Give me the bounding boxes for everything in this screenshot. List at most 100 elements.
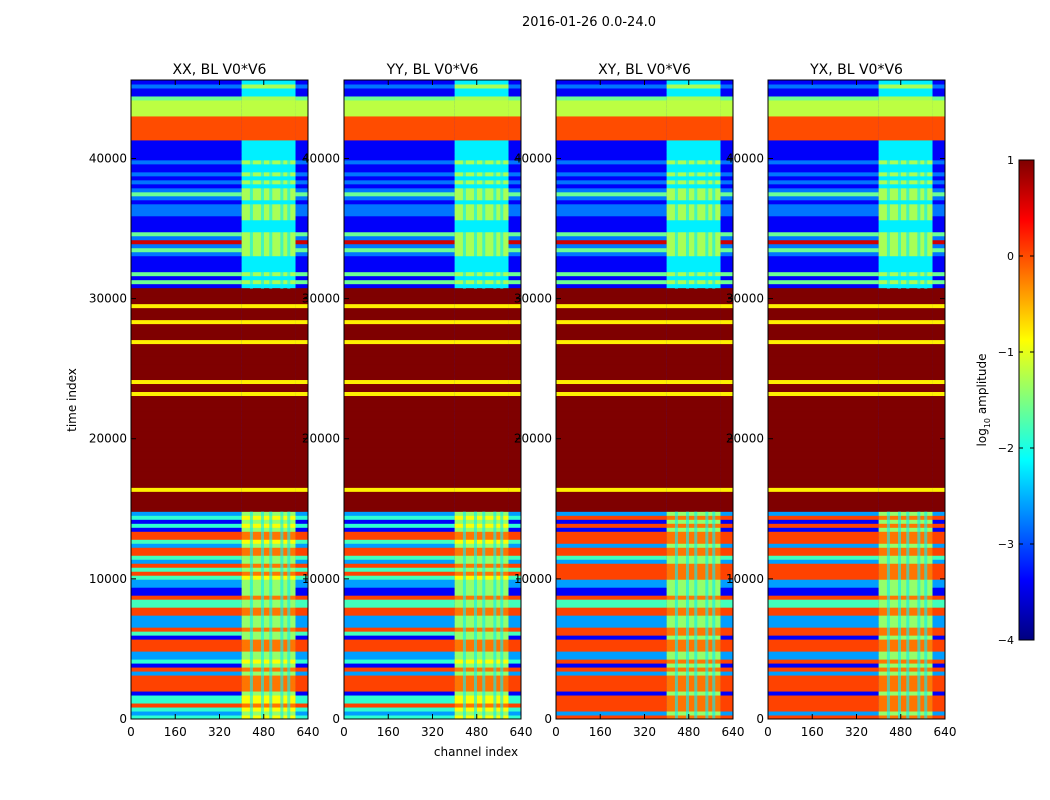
heatmap-row-edge (295, 675, 308, 680)
heatmap-row-band (241, 215, 296, 221)
heatmap-row (344, 367, 455, 373)
heatmap-row-band (241, 199, 296, 205)
heatmap-row-band (666, 591, 721, 596)
heatmap-image (556, 80, 733, 719)
heatmap-row (556, 631, 667, 636)
heatmap-row-band (454, 555, 509, 560)
y-tick-label: 40000 (302, 151, 340, 165)
heatmap-row-band (666, 507, 721, 512)
heatmap-row-edge (295, 635, 308, 640)
heatmap-row (556, 399, 667, 404)
heatmap-row-edge (720, 423, 733, 428)
heatmap-row (768, 143, 879, 149)
heatmap-row (768, 691, 879, 696)
heatmap-row-band (666, 303, 721, 309)
heatmap-row-band (241, 343, 296, 349)
heatmap-row-band (241, 91, 296, 97)
heatmap-row-band (878, 587, 933, 592)
heatmap-row (131, 543, 242, 548)
heatmap-row-band (878, 387, 933, 393)
heatmap-row-band (666, 499, 721, 504)
heatmap-row (131, 439, 242, 444)
channel-stripe (917, 141, 921, 289)
heatmap-row-edge (295, 147, 308, 153)
heatmap-row-edge (295, 699, 308, 704)
heatmap-row (556, 255, 667, 261)
heatmap-row-edge (720, 655, 733, 660)
heatmap-row (344, 311, 455, 317)
heatmap-row (556, 475, 667, 480)
heatmap-row (768, 219, 879, 225)
heatmap-row (556, 291, 667, 297)
heatmap-row-band (878, 523, 933, 528)
heatmap-row (344, 287, 455, 293)
heatmap-row (768, 403, 879, 408)
heatmap-row-band (241, 195, 296, 201)
heatmap-row-edge (932, 199, 945, 205)
heatmap-row-edge (508, 431, 521, 436)
heatmap-row-edge (932, 447, 945, 452)
heatmap-row (131, 279, 242, 285)
heatmap-row (344, 623, 455, 628)
heatmap-row-band (878, 203, 933, 209)
heatmap-row-edge (932, 247, 945, 253)
heatmap-row-band (666, 443, 721, 448)
heatmap-row-edge (295, 711, 308, 716)
heatmap-image (768, 80, 945, 719)
heatmap-row-edge (720, 451, 733, 456)
heatmap-row-edge (508, 219, 521, 225)
channel-stripe (482, 141, 486, 289)
heatmap-row-band (666, 251, 721, 257)
heatmap-row-edge (508, 539, 521, 544)
channel-stripe (500, 141, 504, 289)
heatmap-row (344, 495, 455, 500)
heatmap-row-band (878, 439, 933, 444)
heatmap-row (768, 483, 879, 488)
heatmap-row (556, 563, 667, 568)
heatmap-row-edge (932, 419, 945, 424)
heatmap-row-band (241, 163, 296, 169)
heatmap-row-edge (932, 487, 945, 492)
heatmap-row-band (878, 363, 933, 369)
heatmap-row (556, 443, 667, 448)
heatmap-row (344, 479, 455, 484)
heatmap-row-band (878, 315, 933, 321)
heatmap-row (556, 179, 667, 185)
heatmap-row-edge (508, 667, 521, 672)
heatmap-row (131, 475, 242, 480)
heatmap-row-band (666, 519, 721, 524)
heatmap-row (344, 199, 455, 205)
heatmap-row-edge (295, 175, 308, 181)
heatmap-row-edge (508, 247, 521, 253)
heatmap-row-band (666, 503, 721, 508)
heatmap-row-edge (720, 235, 733, 241)
heatmap-row-band (454, 599, 509, 604)
heatmap-row-band (878, 331, 933, 337)
heatmap-row (556, 95, 667, 101)
heatmap-row-edge (932, 703, 945, 708)
heatmap-row (131, 179, 242, 185)
heatmap-row-edge (295, 495, 308, 500)
heatmap-row-band (454, 447, 509, 452)
heatmap-row-band (454, 479, 509, 484)
heatmap-row (556, 131, 667, 137)
heatmap-row-band (241, 495, 296, 500)
heatmap-row-edge (932, 631, 945, 636)
heatmap-row (556, 439, 667, 444)
heatmap-row-edge (295, 203, 308, 209)
heatmap-row-band (666, 363, 721, 369)
heatmap-row (768, 191, 879, 197)
heatmap-row-edge (720, 495, 733, 500)
heatmap-row-edge (295, 135, 308, 141)
heatmap-row-band (241, 299, 296, 305)
heatmap-row (344, 155, 455, 161)
heatmap-row (556, 639, 667, 644)
heatmap-row-edge (932, 119, 945, 125)
heatmap-row-band (241, 279, 296, 285)
heatmap-row-edge (720, 163, 733, 169)
heatmap-row-band (241, 711, 296, 716)
heatmap-row-band (241, 347, 296, 353)
heatmap-row-band (241, 583, 296, 588)
heatmap-row-edge (295, 279, 308, 285)
heatmap-row-band (241, 239, 296, 245)
